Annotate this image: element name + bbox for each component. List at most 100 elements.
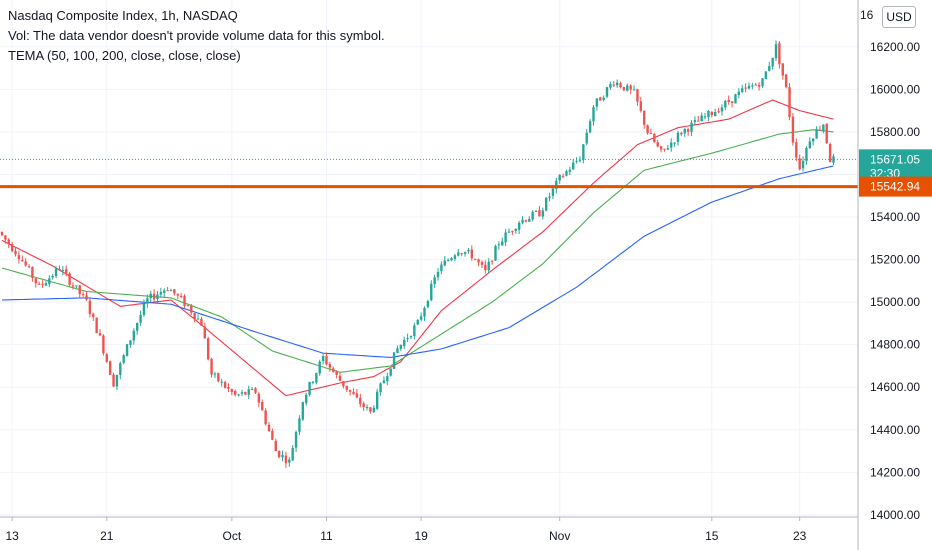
candle-body <box>332 368 335 372</box>
candle-body <box>474 258 477 260</box>
price-level-line[interactable] <box>0 158 858 189</box>
candle-body <box>389 368 392 376</box>
x-tick-label: 13 <box>5 529 19 543</box>
candle <box>609 81 612 90</box>
candle <box>474 258 477 261</box>
candle <box>271 428 274 441</box>
volume-legend[interactable]: Vol: The data vendor doesn't provide vol… <box>8 28 385 43</box>
candle <box>744 83 747 93</box>
candle-body <box>744 87 747 89</box>
candle-body <box>490 260 494 262</box>
candle-body <box>534 210 538 212</box>
candle <box>487 258 490 274</box>
candle <box>436 268 440 281</box>
candle-body <box>156 294 159 300</box>
candle-body <box>92 313 95 318</box>
candle <box>166 286 169 292</box>
candle <box>585 128 588 146</box>
candle <box>190 303 193 316</box>
candle <box>31 266 34 282</box>
candle <box>206 336 210 361</box>
candle <box>514 228 517 234</box>
candle-body <box>561 176 565 178</box>
candle-body <box>440 264 443 272</box>
candle <box>565 169 568 177</box>
candle <box>210 357 213 378</box>
candle-body <box>227 386 230 389</box>
candle <box>430 280 433 302</box>
candle-body <box>588 121 592 133</box>
candle-body <box>453 255 457 259</box>
candle-body <box>34 278 37 284</box>
candle <box>315 372 318 385</box>
candle-body <box>521 219 524 223</box>
candle-body <box>730 101 734 103</box>
candle <box>686 127 690 136</box>
candle <box>71 282 75 290</box>
symbol-title[interactable]: Nasdaq Composite Index, 1h, NASDAQ <box>8 8 238 23</box>
candle-body <box>710 111 713 116</box>
candle-body <box>501 241 504 246</box>
candle-body <box>686 129 690 132</box>
candle <box>264 408 267 426</box>
candle-body <box>676 132 680 142</box>
candle <box>406 333 409 343</box>
level-price-label: 15542.94 <box>870 180 920 194</box>
candle <box>362 401 365 411</box>
candle <box>511 230 514 236</box>
candle-body <box>828 144 832 162</box>
candle <box>288 456 291 467</box>
candle-body <box>98 333 102 336</box>
candle-body <box>768 66 771 71</box>
candle <box>605 86 609 99</box>
candle-body <box>707 110 710 118</box>
candle-body <box>426 301 430 307</box>
candle-body <box>507 231 511 233</box>
candle <box>386 372 389 386</box>
candle-body <box>139 314 142 323</box>
candle-body <box>122 355 125 363</box>
candle <box>34 277 37 288</box>
candle <box>517 220 521 235</box>
candle-body <box>112 374 115 387</box>
candle <box>375 388 379 410</box>
candle <box>703 112 707 120</box>
x-tick-label: 23 <box>793 529 807 543</box>
candle <box>186 304 190 307</box>
tema-legend[interactable]: TEMA (50, 100, 200, close, close, close) <box>8 48 241 63</box>
candle <box>450 257 453 262</box>
candle-body <box>423 307 426 317</box>
candle <box>741 84 744 94</box>
candle-body <box>578 160 582 162</box>
candle <box>761 77 764 89</box>
candle <box>325 352 328 366</box>
y-tick-label: 14000.00 <box>870 508 920 522</box>
candle <box>524 219 528 223</box>
candle <box>582 143 585 164</box>
candle-body <box>372 407 375 412</box>
candle <box>636 88 639 106</box>
candle-body <box>467 249 470 252</box>
candle <box>227 383 230 392</box>
candle <box>389 368 392 377</box>
candle-body <box>396 348 399 353</box>
candle-body <box>359 397 362 405</box>
candle-body <box>680 132 683 135</box>
x-tick-label: 19 <box>414 529 428 543</box>
candle <box>108 360 112 375</box>
candle <box>220 378 223 387</box>
candle <box>534 209 538 213</box>
currency-button[interactable]: USD <box>882 6 916 28</box>
candle <box>531 210 534 222</box>
candle-body <box>305 394 308 404</box>
candle <box>213 371 217 379</box>
candle-body <box>463 252 467 254</box>
candle-body <box>186 305 190 307</box>
candle-body <box>51 275 54 278</box>
candle-body <box>136 322 139 331</box>
candle <box>132 328 136 345</box>
candle <box>223 380 227 389</box>
candle <box>146 294 149 308</box>
candle <box>477 258 480 267</box>
